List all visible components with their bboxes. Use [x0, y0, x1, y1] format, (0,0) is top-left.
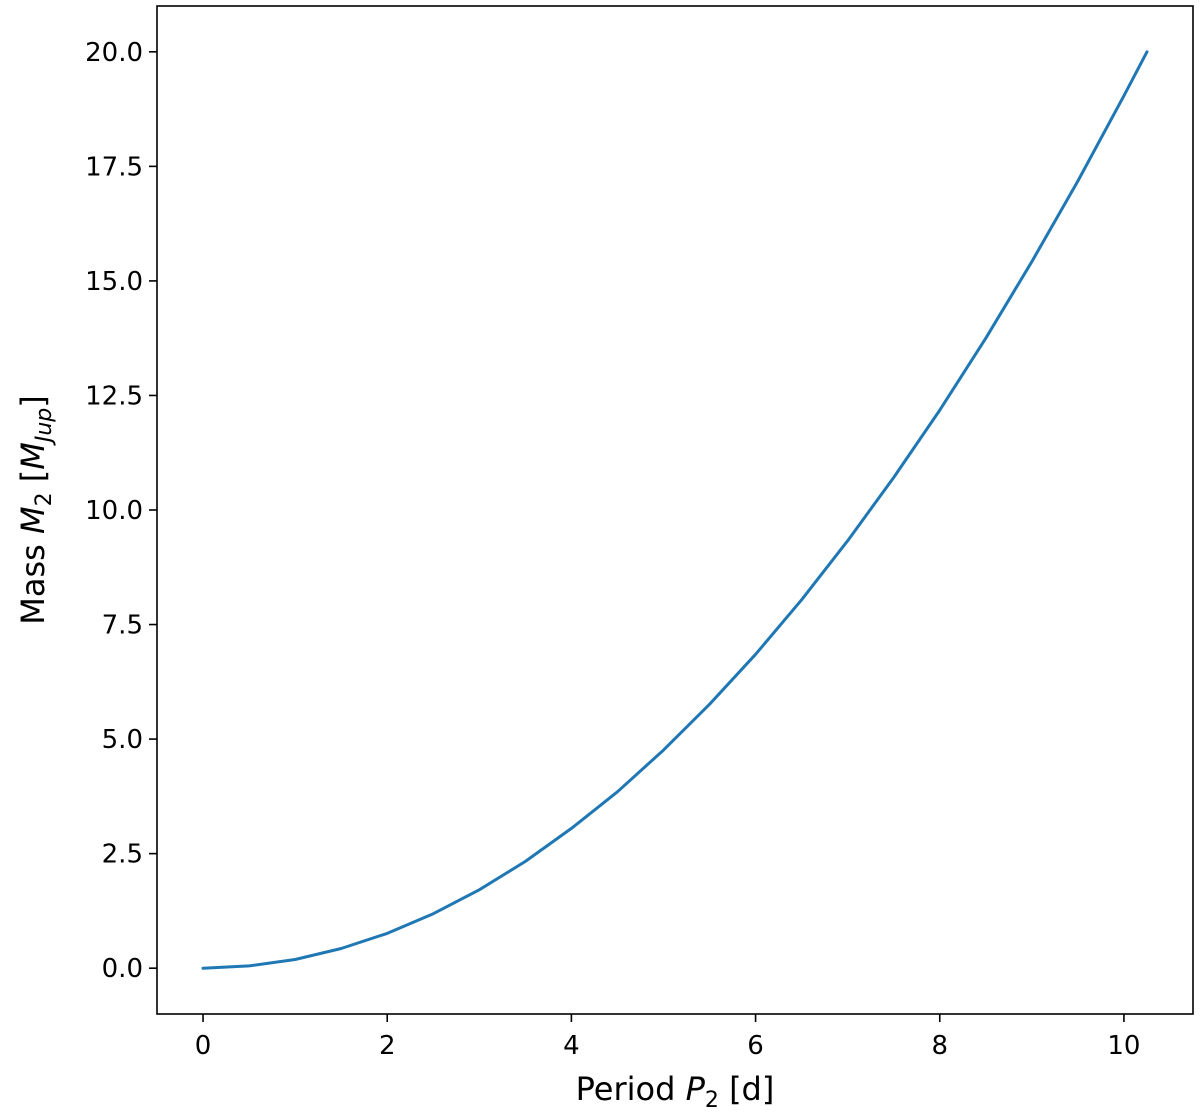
- series-line: [201, 50, 1149, 970]
- y-tick-label: 2.5: [102, 840, 143, 870]
- plot-background: [157, 6, 1193, 1014]
- y-tick-label: 10.0: [85, 496, 143, 526]
- x-tick-label: 10: [1107, 1031, 1140, 1061]
- x-axis: 0 2 4 6 8 10: [195, 1014, 1140, 1061]
- y-tick-label: 15.0: [85, 267, 143, 297]
- y-tick-label: 17.5: [85, 152, 143, 182]
- x-axis-label-prefix: Period: [576, 1070, 686, 1108]
- x-axis-label-suffix: [d]: [719, 1070, 774, 1108]
- y-axis-label-subscript: 2: [32, 492, 57, 506]
- y-axis-label-unit-symbol: M: [14, 442, 52, 470]
- x-axis-label: Period P2 [d]: [576, 1070, 775, 1113]
- x-axis-label-subscript: 2: [705, 1088, 719, 1113]
- y-axis-label-symbol: M: [14, 506, 52, 534]
- y-tick-label: 5.0: [102, 725, 143, 755]
- y-axis-label-close-bracket: ]: [14, 395, 52, 407]
- y-tick-label: 20.0: [85, 38, 143, 68]
- x-axis-label-symbol: P: [686, 1070, 706, 1108]
- y-axis-label-open-bracket: [: [14, 470, 52, 493]
- y-tick-label: 0.0: [102, 954, 143, 984]
- y-axis: 0.0 2.5 5.0 7.5 10.0 12.5 15.0 17.5 20.0: [85, 38, 157, 984]
- y-tick-label: 7.5: [102, 611, 143, 641]
- x-tick-label: 8: [931, 1031, 948, 1061]
- x-tick-label: 6: [747, 1031, 764, 1061]
- y-tick-label: 12.5: [85, 381, 143, 411]
- x-tick-label: 0: [195, 1031, 212, 1061]
- series-layer: [201, 50, 1149, 970]
- y-axis-label: Mass M2 [MJup]: [14, 395, 57, 625]
- x-tick-label: 2: [379, 1031, 396, 1061]
- y-axis-label-prefix: Mass: [14, 534, 52, 625]
- y-axis-label-unit-subscript: Jup: [32, 408, 57, 446]
- x-tick-label: 4: [563, 1031, 580, 1061]
